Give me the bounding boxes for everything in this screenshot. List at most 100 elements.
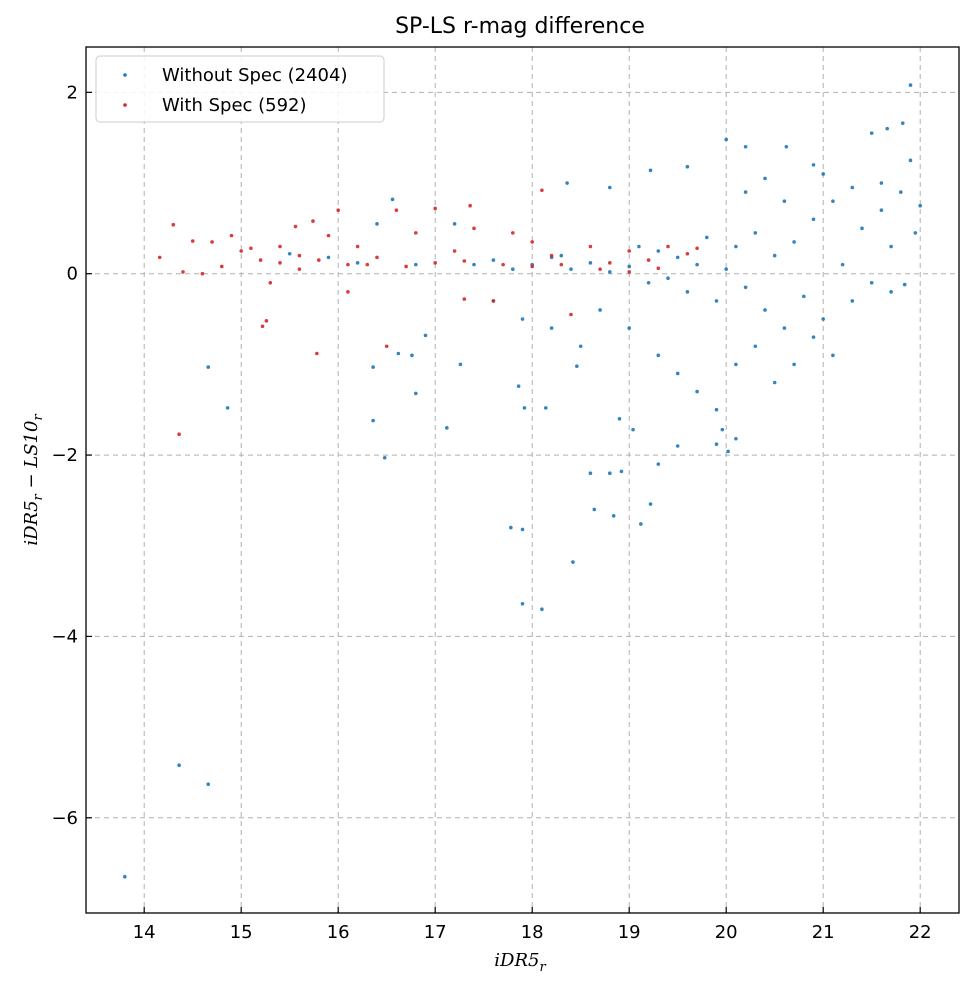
data-point-with-spec [336,208,341,213]
data-point-with-spec [627,249,631,253]
x-tick-label: 19 [618,922,641,943]
data-point-without-spec [549,326,554,330]
data-point-without-spec [743,144,748,149]
data-point-with-spec [326,233,331,238]
data-point-without-spec [724,137,728,142]
svg-text:iDR5r − LS10r: iDR5r − LS10r [21,414,46,546]
legend-label-without-spec: Without Spec (2404) [162,65,347,86]
data-point-with-spec [346,262,350,267]
data-point-with-spec [646,258,651,262]
data-point-without-spec [371,365,375,369]
data-point-with-spec [355,244,360,249]
data-point-without-spec [410,353,414,358]
data-point-with-spec [685,251,690,256]
data-point-with-spec [317,258,321,262]
data-point-without-spec [772,253,777,258]
data-point-with-spec [210,240,214,244]
data-point-without-spec [879,181,884,185]
data-point-with-spec [297,253,302,258]
data-point-with-spec [501,262,505,267]
data-point-without-spec [371,418,375,423]
data-point-with-spec [462,297,467,301]
data-point-with-spec [404,264,408,269]
data-point-without-spec [821,172,825,176]
data-point-without-spec [840,262,845,267]
data-point-without-spec [511,267,515,271]
data-point-without-spec [206,365,211,369]
data-point-with-spec [229,233,234,238]
data-point-without-spec [734,362,738,367]
data-point-without-spec [792,362,796,367]
data-point-without-spec [734,436,738,441]
data-point-without-spec [763,176,767,181]
data-point-without-spec [631,427,635,432]
data-point-without-spec [627,326,631,330]
x-tick-label: 21 [812,922,835,943]
data-point-with-spec [220,264,224,269]
data-point-without-spec [637,244,641,249]
legend: Without Spec (2404) With Spec (592) [95,55,385,123]
data-point-without-spec [743,285,748,290]
data-point-with-spec [559,262,564,267]
x-tick-label: 20 [715,922,738,943]
data-point-without-spec [588,471,593,475]
data-point-without-spec [611,514,616,518]
data-point-with-spec [384,344,389,349]
data-point-without-spec [705,235,709,240]
data-point-with-spec [511,231,515,235]
data-point-with-spec [588,244,593,249]
data-point-without-spec [850,185,855,190]
legend-box [95,55,385,123]
data-point-with-spec [569,312,573,317]
data-point-without-spec [763,308,767,312]
data-point-with-spec [375,255,379,260]
data-point-without-spec [569,267,573,271]
data-point-without-spec [452,222,457,226]
data-point-without-spec [695,389,699,394]
data-point-without-spec [908,83,913,87]
data-point-with-spec [264,319,269,323]
data-point-without-spec [782,326,787,330]
data-point-without-spec [326,255,331,260]
data-point-with-spec [394,208,399,213]
data-point-with-spec [268,280,273,285]
data-point-without-spec [559,253,564,258]
data-point-with-spec [365,262,370,267]
y-tick-label: −6 [51,808,78,829]
data-point-without-spec [619,469,624,474]
x-tick-label: 14 [133,922,156,943]
data-point-without-spec [375,222,379,226]
data-point-with-spec [598,267,602,271]
data-point-without-spec [608,185,612,190]
x-axis-label: iDR5r [494,950,546,975]
data-point-without-spec [656,353,661,358]
data-point-with-spec [627,270,631,274]
data-point-without-spec [592,507,597,512]
data-point-without-spec [472,262,476,267]
data-point-without-spec [734,244,738,249]
data-point-without-spec [382,455,387,460]
data-point-with-spec [695,246,699,251]
data-point-without-spec [782,199,787,203]
data-point-without-spec [726,449,730,454]
legend-label-with-spec: With Spec (592) [162,95,307,116]
data-point-without-spec [598,308,602,312]
data-point-without-spec [578,344,583,349]
y-tick-label: 0 [67,264,78,285]
data-point-with-spec [472,226,476,231]
data-point-with-spec [177,432,181,437]
data-point-without-spec [902,282,907,287]
data-point-with-spec [346,290,350,294]
data-point-without-spec [571,560,575,564]
data-point-without-spec [458,362,463,367]
data-point-without-spec [724,267,728,271]
data-point-with-spec [452,249,457,253]
x-tick-label: 15 [230,922,253,943]
data-point-without-spec [869,131,874,135]
data-point-without-spec [646,280,651,285]
data-point-without-spec [123,874,127,879]
data-point-without-spec [445,426,449,430]
data-point-with-spec [414,231,418,235]
